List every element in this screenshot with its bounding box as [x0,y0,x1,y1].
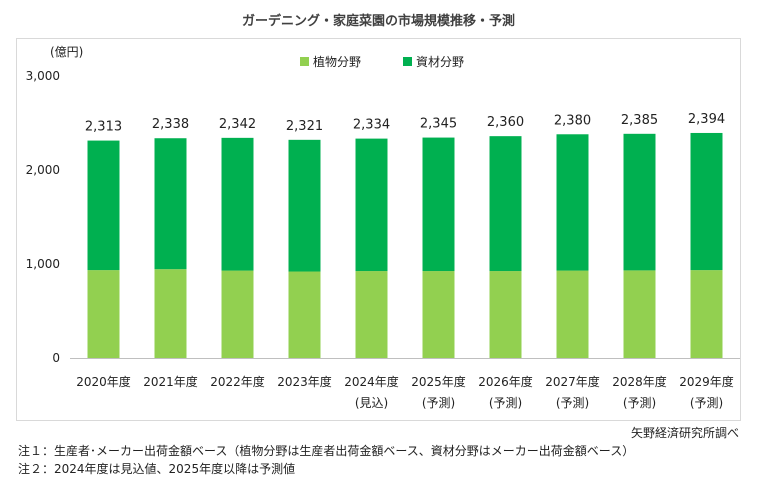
chart-area [16,38,741,421]
legend: 植物分野 資材分野 [300,54,464,69]
x-tick-note: (見込) [355,396,388,410]
bar-segment [87,270,120,358]
bar-segment [422,271,455,358]
legend-swatch [300,57,309,66]
total-label: 2,334 [353,118,390,133]
y-axis-unit-label: (億円) [50,45,83,59]
bar-segment [355,271,388,358]
bar-segment [87,140,120,271]
chart-title: ガーデニング・家庭菜園の市場規模推移・予測 [241,14,515,29]
bar-segment [556,270,589,358]
bar-segment [556,134,589,271]
y-tick-label: 0 [52,351,60,365]
total-label: 2,380 [554,113,591,128]
x-tick-label: 2029年度 [679,374,734,389]
x-axis: 2020年度 2021年度 2022年度 2023年度 2024年度 (見込) 2025年度… [70,358,740,410]
x-tick-label: 2025年度 [411,374,466,389]
bar-segment [355,138,388,272]
total-label: 2,342 [219,117,256,132]
y-tick-label: 1,000 [26,257,60,271]
x-tick-label: 2024年度 [344,374,399,389]
x-tick-note: (予測) [422,396,455,410]
total-label: 2,338 [152,117,189,132]
bar-segment [154,269,187,358]
source-credit: 矢野経済研究所調べ [630,426,739,440]
bar-segment [623,133,656,271]
x-tick-label: 2023年度 [277,374,332,389]
x-tick-note: (予測) [623,396,656,410]
total-label: 2,313 [85,120,122,135]
bar-segment [288,271,321,358]
bar-segment [288,139,321,272]
total-label: 2,360 [487,115,524,130]
legend-label: 資材分野 [416,55,464,69]
x-tick-label: 2027年度 [545,374,600,389]
y-tick-label: 2,000 [26,163,60,177]
y-axis: 0 1,000 2,000 3,000 [26,69,60,365]
bar-segment [489,271,522,358]
y-tick-label: 3,000 [26,69,60,83]
x-tick-note: (予測) [690,396,723,410]
bar-segment [623,270,656,358]
bars: 2,313 2,338 2,342 2,321 2,334 2,345 2,360 2,380… [85,112,725,358]
chart-plot: (億円) 植物分野 資材分野 0 1,000 2,000 3,000 2,313 2,33… [26,45,740,410]
total-label: 2,385 [621,113,658,128]
x-tick-label: 2026年度 [478,374,533,389]
total-label: 2,345 [420,117,457,132]
legend-label: 植物分野 [313,54,361,69]
x-tick-label: 2020年度 [76,374,131,389]
bar-segment [221,270,254,358]
legend-swatch [403,57,412,66]
bar-segment [422,137,455,272]
x-tick-label: 2021年度 [143,374,198,389]
footnote-2: 注２：2024年度は見込値、2025年度以降は予測値 [18,462,296,476]
bar-segment [154,138,187,270]
x-tick-label: 2022年度 [210,374,265,389]
footnote-1: 注１：生産者･メーカー出荷金額ベース（植物分野は生産者出荷金額ベース、資材分野は… [18,444,635,458]
bar-segment [690,270,723,358]
x-tick-label: 2028年度 [612,374,667,389]
x-tick-note: (予測) [556,396,589,410]
x-tick-note: (予測) [489,396,522,410]
bar-segment [489,136,522,272]
bar-segment [221,137,254,271]
bar-segment [690,132,723,271]
total-label: 2,321 [286,119,323,134]
total-label: 2,394 [688,112,725,127]
